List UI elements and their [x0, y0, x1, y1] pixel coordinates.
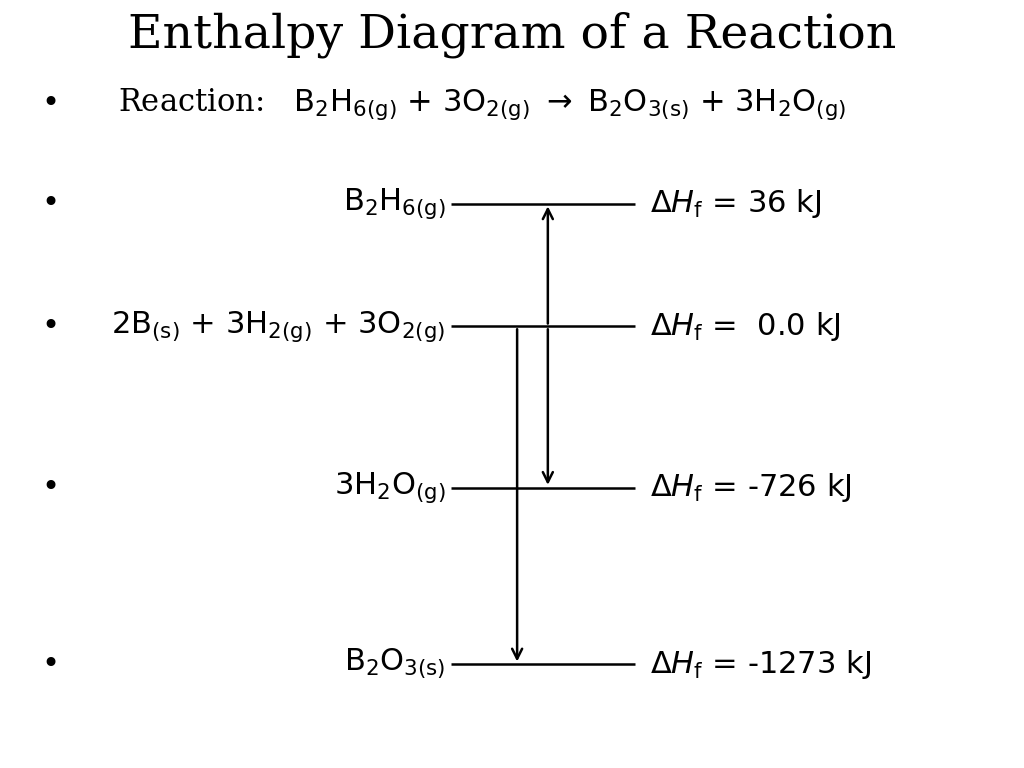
Text: $\Delta H_\mathrm{f}$ =  0.0 kJ: $\Delta H_\mathrm{f}$ = 0.0 kJ — [650, 310, 841, 343]
Text: $\mathrm{B_2O_{3(s)}}$: $\mathrm{B_2O_{3(s)}}$ — [344, 647, 445, 681]
Text: •: • — [41, 473, 59, 502]
Text: $\mathrm{B_2H_{6(g)}}$: $\mathrm{B_2H_{6(g)}}$ — [343, 186, 445, 221]
Text: •: • — [41, 189, 59, 218]
Text: Reaction:   $\mathrm{B_2H_{6(g)}}$ + $\mathrm{3O_{2(g)}}$ $\rightarrow$ $\mathrm: Reaction: $\mathrm{B_2H_{6(g)}}$ + $\mat… — [118, 86, 846, 121]
Text: •: • — [41, 89, 59, 118]
Text: $\mathrm{2B_{(s)}}$ + $\mathrm{3H_{2(g)}}$ + $\mathrm{3O_{2(g)}}$: $\mathrm{2B_{(s)}}$ + $\mathrm{3H_{2(g)}… — [112, 309, 445, 344]
Text: Enthalpy Diagram of a Reaction: Enthalpy Diagram of a Reaction — [128, 12, 896, 58]
Text: •: • — [41, 650, 59, 679]
Text: $\mathrm{3H_2O_{(g)}}$: $\mathrm{3H_2O_{(g)}}$ — [334, 470, 445, 505]
Text: $\Delta H_\mathrm{f}$ = -726 kJ: $\Delta H_\mathrm{f}$ = -726 kJ — [650, 472, 852, 504]
Text: $\Delta H_\mathrm{f}$ = -1273 kJ: $\Delta H_\mathrm{f}$ = -1273 kJ — [650, 648, 871, 680]
Text: $\Delta H_\mathrm{f}$ = 36 kJ: $\Delta H_\mathrm{f}$ = 36 kJ — [650, 187, 821, 220]
Text: •: • — [41, 312, 59, 341]
